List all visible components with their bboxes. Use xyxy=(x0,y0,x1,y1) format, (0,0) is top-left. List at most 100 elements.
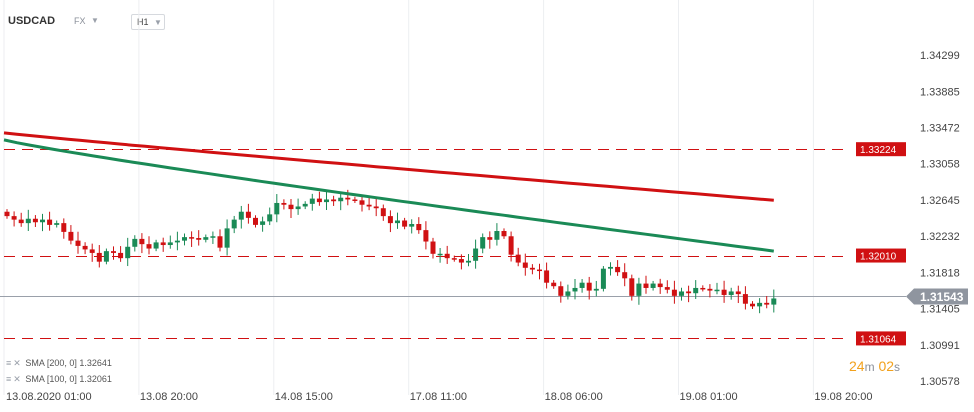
candle xyxy=(373,206,379,209)
candle xyxy=(515,254,521,263)
price-axis-label: 1.32232 xyxy=(920,231,960,243)
candle xyxy=(253,217,258,225)
candle xyxy=(458,259,464,263)
candle xyxy=(345,197,351,200)
candle xyxy=(402,220,408,227)
candle xyxy=(75,240,81,246)
legend-label: SMA [100, 0] 1.32061 xyxy=(25,374,112,384)
time-axis-label: 17.08 11:00 xyxy=(410,391,467,403)
candle xyxy=(82,245,88,250)
candle xyxy=(586,282,592,291)
candle xyxy=(714,289,720,292)
candle xyxy=(735,291,741,295)
candle xyxy=(551,282,557,287)
candle xyxy=(636,283,642,296)
price-axis-label: 1.33058 xyxy=(920,159,960,171)
candle xyxy=(302,203,308,207)
legend-sma-200[interactable]: ≡ ✕ SMA [200, 0] 1.32641 xyxy=(6,358,112,369)
countdown-minutes-unit: m xyxy=(864,360,875,374)
candle xyxy=(608,266,613,269)
level-tag xyxy=(856,142,906,157)
candle xyxy=(167,242,173,246)
candle xyxy=(558,286,564,296)
candle xyxy=(281,202,287,205)
candle xyxy=(139,238,145,245)
candle xyxy=(288,204,294,210)
current-price-tag xyxy=(906,288,968,305)
time-axis-label: 19.08 20:00 xyxy=(814,391,872,403)
candle xyxy=(643,283,649,288)
candle xyxy=(146,244,152,249)
candle xyxy=(686,291,692,294)
candle xyxy=(430,241,436,254)
candle xyxy=(629,278,635,296)
candle xyxy=(324,199,329,203)
candle xyxy=(650,283,656,288)
candle xyxy=(466,260,471,263)
candle xyxy=(615,266,621,273)
candle xyxy=(295,206,301,210)
candle xyxy=(522,262,528,268)
candle xyxy=(742,294,748,304)
candle xyxy=(103,251,109,262)
price-axis-label: 1.30578 xyxy=(920,376,960,388)
candle xyxy=(437,253,443,256)
candle xyxy=(25,218,31,224)
candle xyxy=(693,287,699,294)
indicator-settings-icon[interactable]: ≡ xyxy=(6,374,12,384)
candle xyxy=(409,224,415,227)
indicator-settings-icon[interactable]: ≡ xyxy=(6,358,12,368)
candle xyxy=(111,251,116,253)
candle xyxy=(153,242,159,249)
candle xyxy=(267,214,273,222)
price-axis-label: 1.31818 xyxy=(920,267,960,279)
time-axis-label: 14.08 15:00 xyxy=(275,391,333,403)
symbol-label[interactable]: USDCAD xyxy=(8,15,56,27)
candle xyxy=(160,242,166,246)
candle xyxy=(671,289,677,296)
candle xyxy=(771,298,777,305)
candle xyxy=(565,291,571,296)
indicator-remove-icon[interactable]: ✕ xyxy=(13,374,21,384)
candle xyxy=(387,216,393,224)
candle xyxy=(451,258,457,260)
candle xyxy=(89,249,95,253)
candle xyxy=(245,211,251,218)
candle xyxy=(395,220,400,224)
countdown-minutes: 24 xyxy=(849,358,865,374)
candle xyxy=(47,219,53,225)
candle xyxy=(224,228,230,248)
candle xyxy=(309,198,315,204)
candle xyxy=(593,288,599,291)
candle xyxy=(664,287,670,290)
candle xyxy=(750,303,755,307)
candle xyxy=(508,236,514,255)
time-axis-label: 13.08 20:00 xyxy=(140,391,198,403)
candle xyxy=(600,268,606,289)
legend-label: SMA [200, 0] 1.32641 xyxy=(25,358,112,368)
candle xyxy=(217,236,223,248)
candle xyxy=(189,237,195,239)
candle xyxy=(238,211,244,220)
symbol-dropdown-icon[interactable]: ▼ xyxy=(91,16,99,25)
candle xyxy=(657,283,663,288)
candle xyxy=(182,237,187,241)
legend-sma-100[interactable]: ≡ ✕ SMA [100, 0] 1.32061 xyxy=(6,374,112,385)
time-axis-label: 18.08 06:00 xyxy=(545,391,603,403)
price-axis-label: 1.30991 xyxy=(920,340,960,352)
candle xyxy=(210,236,216,238)
indicator-remove-icon[interactable]: ✕ xyxy=(13,358,21,368)
candle xyxy=(359,200,365,205)
price-axis-label: 1.33472 xyxy=(920,122,960,134)
candle xyxy=(700,287,706,290)
candle xyxy=(331,199,337,202)
level-tag xyxy=(856,331,906,346)
candle xyxy=(501,231,507,237)
candle xyxy=(4,211,10,217)
candle xyxy=(494,231,500,240)
candle xyxy=(537,269,542,272)
timeframe-select[interactable]: H1 ▼ xyxy=(131,14,165,30)
candle xyxy=(544,270,550,283)
candle xyxy=(174,240,180,243)
